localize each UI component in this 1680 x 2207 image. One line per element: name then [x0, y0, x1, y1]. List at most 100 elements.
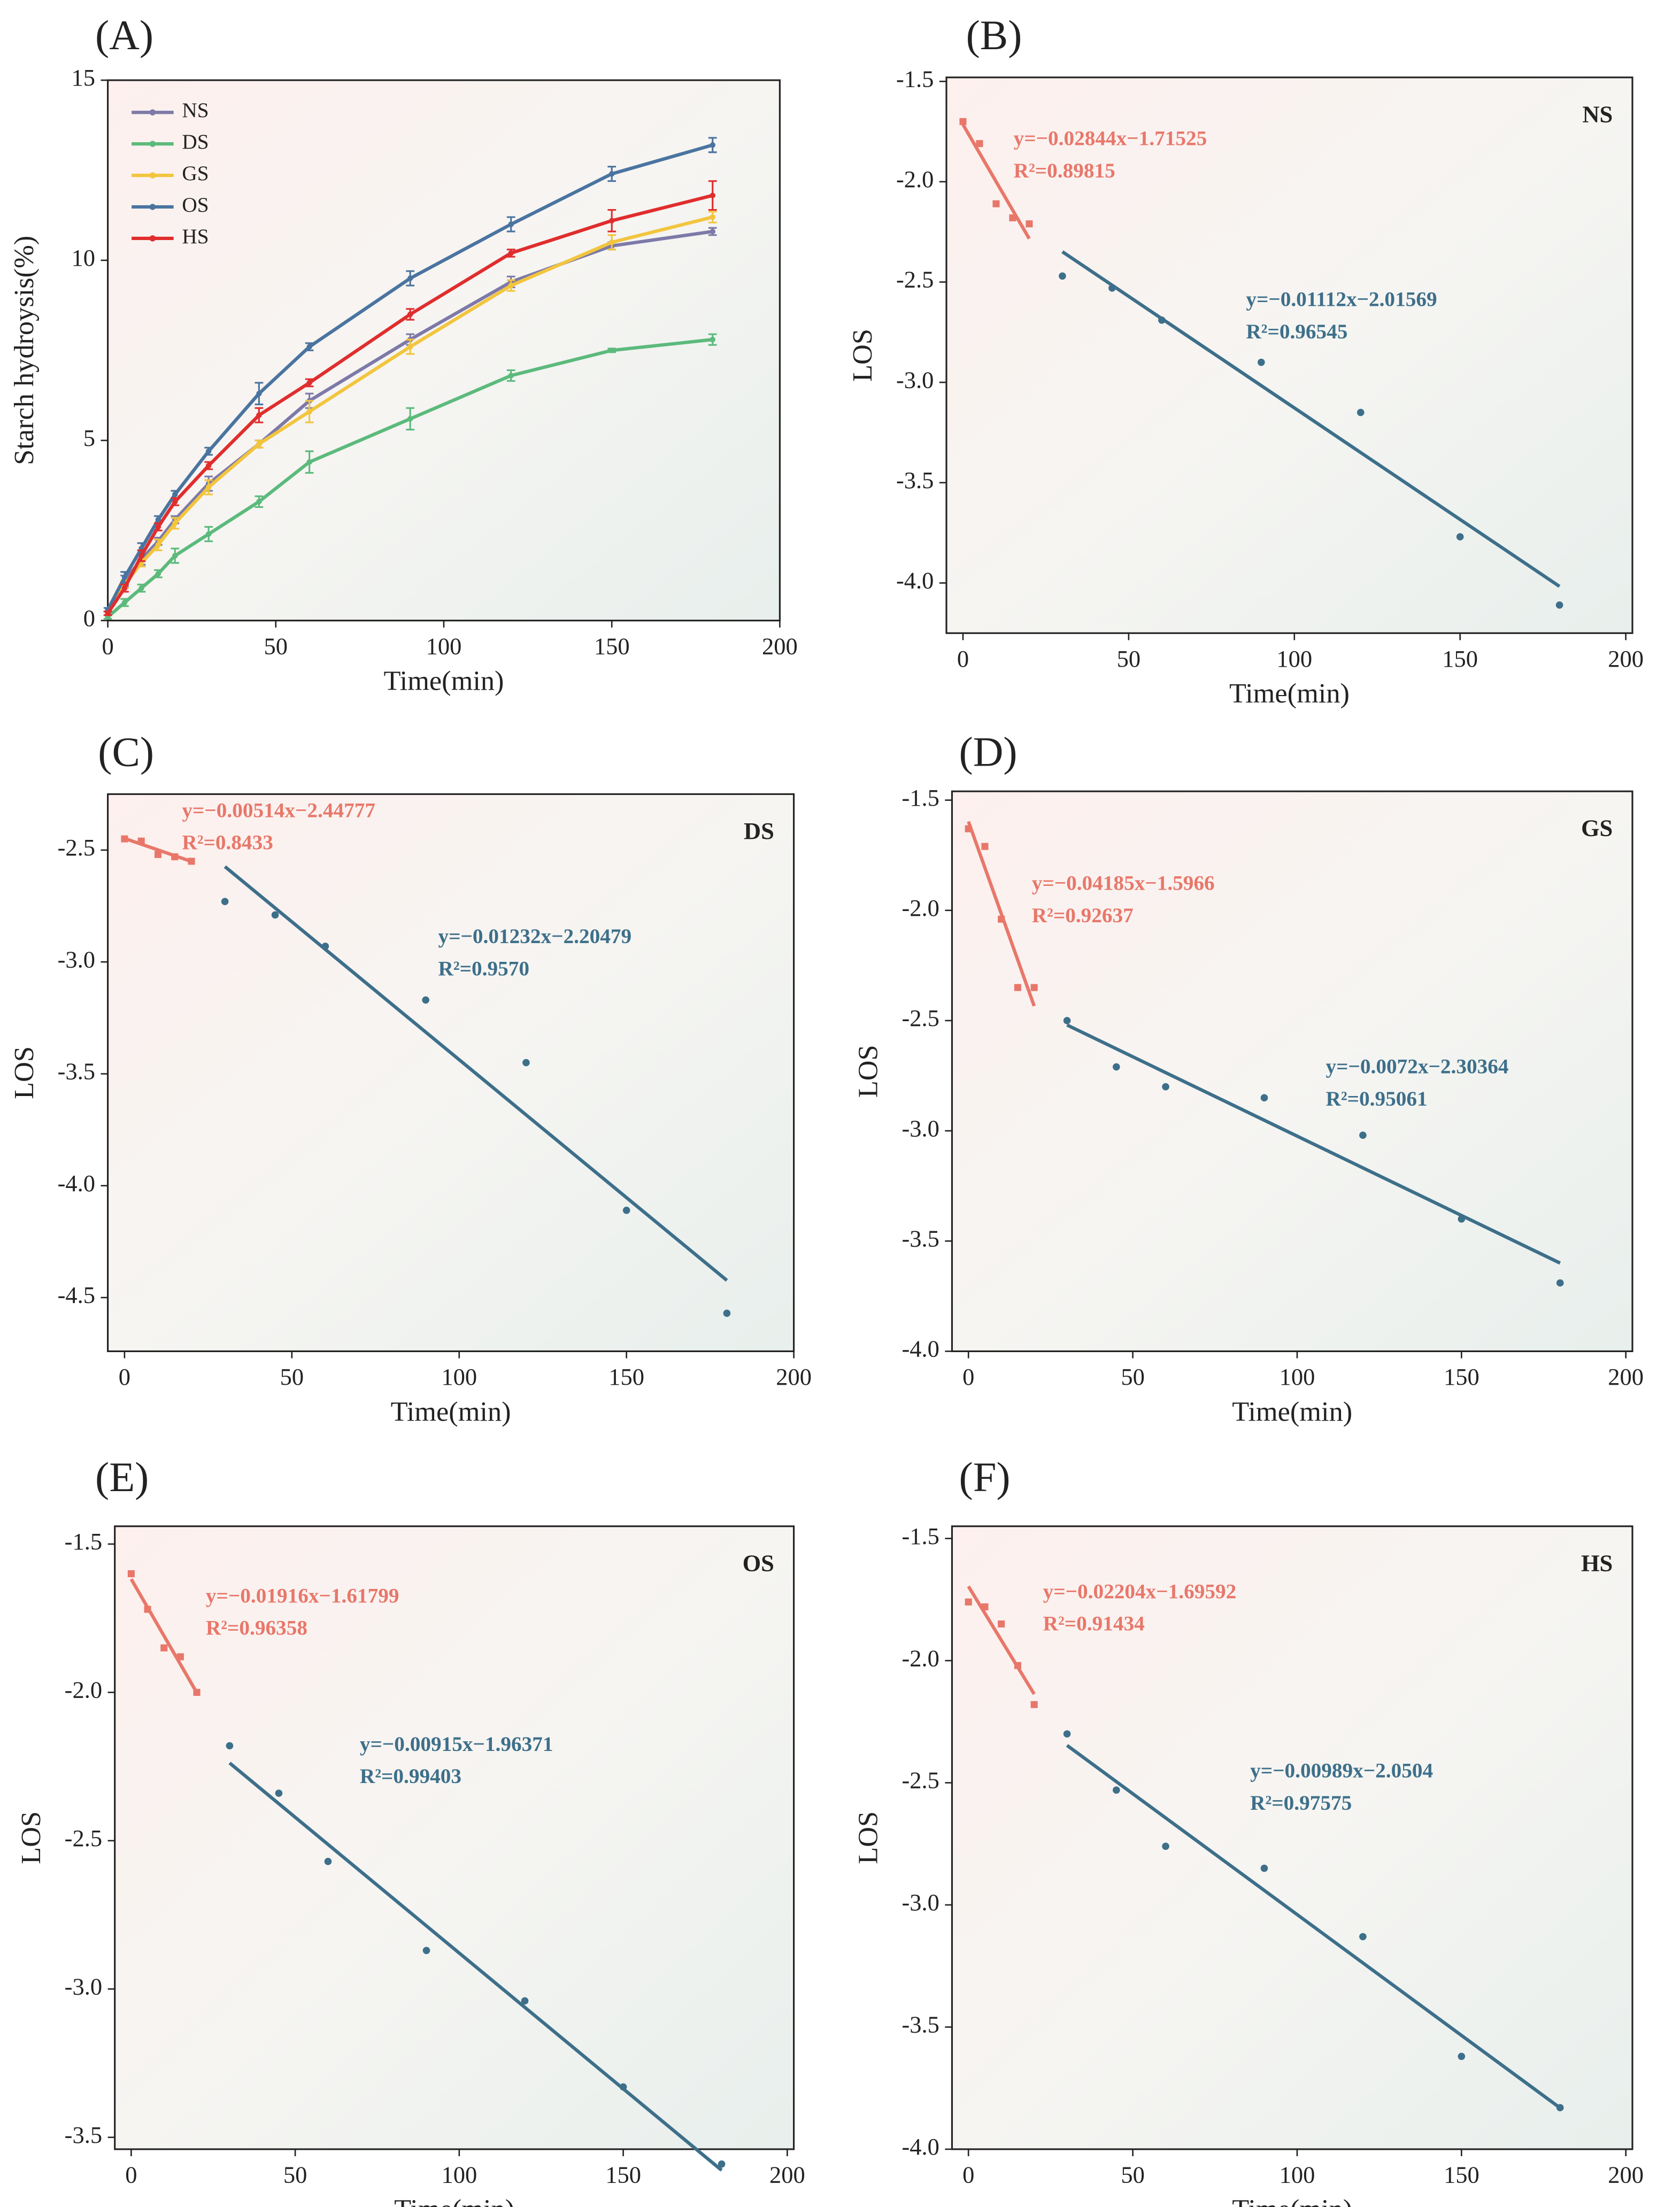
- fit-line: [961, 124, 1031, 240]
- y-tick-label: -3.0: [901, 1115, 939, 1141]
- point: [976, 140, 983, 148]
- x-tick-label: 50: [1117, 645, 1141, 672]
- legend-label: DS: [182, 130, 209, 153]
- fit-line: [129, 1578, 198, 1694]
- panel-label: (F): [959, 1454, 1011, 1500]
- fit-line: [967, 1585, 1036, 1695]
- marker: [121, 585, 128, 591]
- point: [221, 898, 229, 906]
- marker: [407, 311, 413, 318]
- fit-r2: R²=0.95061: [1326, 1087, 1428, 1110]
- x-axis-label: Time(min): [394, 2194, 514, 2207]
- plot-background: [952, 791, 1632, 1352]
- point: [1260, 1094, 1268, 1102]
- y-tick-label: -3.5: [65, 2121, 102, 2148]
- fit-r2: R²=0.91434: [1043, 1612, 1145, 1635]
- marker: [155, 542, 161, 548]
- x-tick-label: 200: [1608, 2161, 1644, 2188]
- y-tick-label: -3.0: [65, 1973, 102, 2000]
- y-tick-label: 10: [72, 244, 96, 271]
- point: [1357, 408, 1365, 416]
- point: [1113, 1063, 1120, 1071]
- fit-line: [224, 865, 728, 1282]
- marker: [710, 192, 715, 198]
- fit-equation: y=−0.00915x−1.96371: [360, 1733, 553, 1756]
- x-tick-label: 0: [102, 632, 113, 659]
- y-axis-label: LOS: [853, 1045, 884, 1098]
- point: [1359, 1933, 1367, 1941]
- marker: [172, 491, 178, 498]
- x-tick-label: 200: [776, 1363, 812, 1390]
- sample-label: OS: [743, 1549, 774, 1576]
- x-tick-label: 200: [1608, 645, 1644, 672]
- y-tick-label: -2.0: [896, 166, 934, 192]
- marker: [508, 221, 514, 227]
- y-tick-label: -1.5: [896, 65, 934, 92]
- point: [1030, 1701, 1038, 1708]
- point: [718, 2160, 726, 2168]
- marker: [121, 574, 128, 581]
- legend-marker: [149, 235, 156, 242]
- fit-r2: R²=0.96358: [206, 1617, 307, 1640]
- panel-label: (D): [959, 729, 1018, 775]
- marker: [121, 599, 128, 606]
- marker: [256, 390, 262, 397]
- point: [1063, 1017, 1071, 1024]
- y-tick-label: -1.5: [901, 784, 939, 811]
- plot-frame: [114, 1525, 795, 2150]
- point: [521, 1997, 529, 2005]
- marker: [508, 373, 514, 379]
- y-tick-label: -2.5: [896, 266, 934, 293]
- marker: [205, 448, 212, 454]
- x-axis-label: Time(min): [1232, 2194, 1352, 2207]
- fit-r2: R²=0.99403: [360, 1765, 461, 1788]
- plot-background: [114, 1526, 794, 2149]
- fit-r2: R²=0.96545: [1246, 320, 1347, 343]
- fit-r2: R²=0.9570: [438, 957, 529, 980]
- marker: [407, 344, 413, 350]
- x-tick-label: 200: [1608, 1363, 1644, 1390]
- fit-line: [967, 821, 1036, 1007]
- marker: [710, 336, 715, 343]
- marker: [155, 524, 161, 530]
- y-axis-label: LOS: [847, 329, 878, 382]
- point: [959, 118, 967, 125]
- legend-marker: [149, 109, 156, 115]
- marker: [710, 214, 715, 220]
- x-tick-label: 100: [441, 2161, 477, 2188]
- y-axis-label: LOS: [853, 1811, 884, 1864]
- x-tick-label: 0: [119, 1363, 130, 1390]
- marker: [306, 408, 312, 415]
- x-tick-label: 50: [264, 632, 288, 659]
- fit-line: [228, 1762, 723, 2172]
- marker: [205, 462, 212, 469]
- fit-r2: R²=0.92637: [1032, 904, 1134, 927]
- x-tick-label: 100: [1276, 645, 1312, 672]
- marker: [508, 250, 514, 256]
- x-tick-label: 100: [426, 632, 462, 659]
- x-tick-label: 150: [1444, 2161, 1479, 2188]
- fit-equation: y=−0.02204x−1.69592: [1043, 1580, 1237, 1603]
- y-tick-label: -3.5: [896, 467, 934, 493]
- fit-line: [1066, 1744, 1561, 2110]
- x-tick-label: 50: [283, 2161, 307, 2188]
- marker: [608, 348, 615, 353]
- y-axis-label: LOS: [9, 1046, 40, 1099]
- fit-r2: R²=0.97575: [1250, 1792, 1352, 1815]
- marker: [306, 344, 312, 350]
- x-tick-label: 100: [1280, 2161, 1315, 2188]
- plot-frame: [945, 76, 1633, 634]
- y-tick-label: 15: [72, 64, 96, 91]
- sample-label: DS: [744, 817, 774, 844]
- point: [1059, 272, 1066, 280]
- point: [1063, 1730, 1071, 1738]
- point: [422, 996, 429, 1004]
- x-tick-label: 50: [1121, 2161, 1145, 2188]
- marker: [608, 239, 615, 245]
- x-tick-label: 200: [769, 2161, 805, 2188]
- point: [160, 1644, 168, 1652]
- y-tick-label: -4.0: [58, 1170, 95, 1197]
- y-tick-label: 0: [83, 605, 95, 631]
- x-tick-label: 50: [1121, 1363, 1145, 1390]
- legend-marker: [149, 141, 156, 147]
